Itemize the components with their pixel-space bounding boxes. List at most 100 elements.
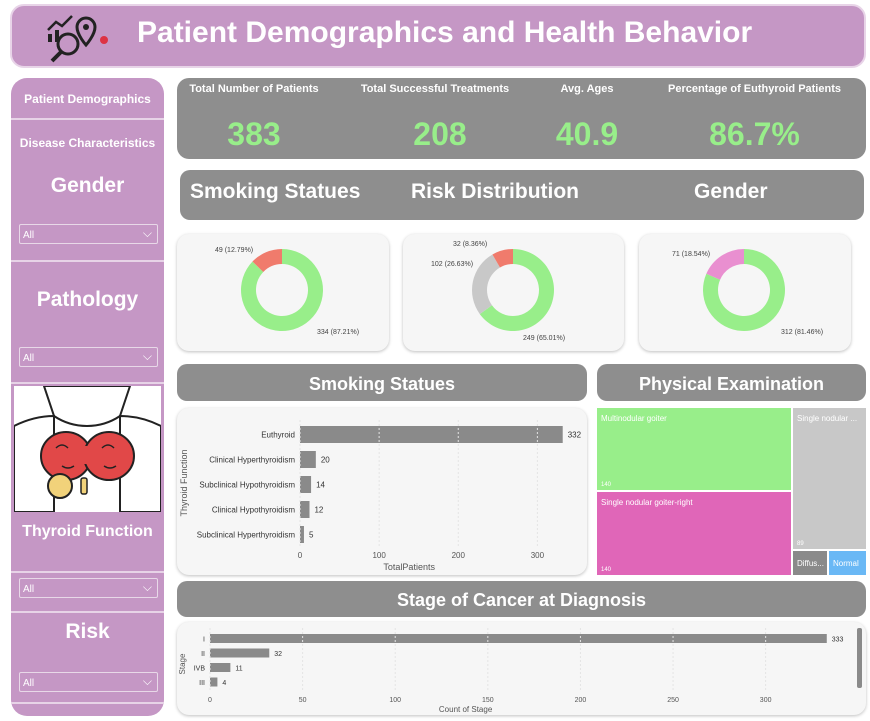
- x-axis-label: Count of Stage: [439, 705, 493, 714]
- gender-filter-label: Gender: [50, 174, 125, 197]
- donut-slice[interactable]: [703, 249, 785, 331]
- divider: [11, 611, 164, 613]
- donut-slice[interactable]: [252, 249, 282, 272]
- treemap-cell-value: 140: [601, 482, 612, 488]
- pathology-filter-label: Pathology: [36, 288, 139, 311]
- thyroid-function-filter-label: Thyroid Function: [22, 523, 153, 540]
- kpi-value-total-patients: 383: [227, 116, 281, 152]
- risk-filter-label: Risk: [65, 620, 110, 643]
- donut-slice[interactable]: [479, 249, 554, 331]
- kpi-label-total-patients: Total Number of Patients: [189, 83, 319, 95]
- donut-slice[interactable]: [492, 249, 513, 268]
- smoking-donut-card: 334 (87.21%) 49 (12.79%): [177, 234, 389, 351]
- thyroid-function-slicer[interactable]: All ⌵: [19, 578, 158, 598]
- bar[interactable]: [210, 648, 270, 658]
- x-tick-label: 100: [389, 697, 401, 704]
- donut-data-label: 249 (65.01%): [523, 335, 565, 342]
- kpi-label-successful-treatments: Total Successful Treatments: [360, 83, 510, 95]
- category-label: II: [201, 651, 205, 658]
- stage-bar-chart: I 333 II 32 IVB 11 III 4 0 50 100 150 200 250 300 Count…: [178, 628, 844, 714]
- kpi-value-successful-treatments: 208: [413, 116, 467, 152]
- pathology-slicer-value: All: [23, 353, 35, 364]
- nav-disease-characteristics[interactable]: Disease Characteristics: [19, 136, 156, 150]
- risk-donut-chart: 249 (65.01%) 102 (26.63%) 32 (8.36%): [431, 241, 565, 342]
- donut-data-label: 49 (12.79%): [215, 247, 253, 254]
- bar[interactable]: [210, 663, 231, 672]
- header-banner: Patient Demographics and Health Behavior: [10, 4, 866, 68]
- category-label: Clinical Hypothyroidism: [212, 506, 295, 515]
- bar-value-label: 4: [222, 680, 226, 687]
- donut-data-label: 71 (18.54%): [672, 251, 710, 258]
- x-axis-label: TotalPatients: [383, 562, 435, 572]
- treemap-cell-value: 140: [601, 567, 612, 573]
- donut-data-label: 334 (87.21%): [317, 329, 359, 336]
- bar-value-label: 20: [321, 456, 330, 465]
- donut-data-label: 32 (8.36%): [453, 241, 487, 248]
- bar-value-label: 14: [316, 481, 325, 490]
- treemap-cell[interactable]: [597, 408, 791, 490]
- divider: [11, 118, 164, 120]
- donut-slice[interactable]: [706, 249, 744, 280]
- risk-slicer[interactable]: All ⌵: [19, 672, 158, 692]
- chevron-down-icon: ⌵: [142, 580, 152, 594]
- treemap-svg: Multinodular goiter 140 Single nodular goi…: [597, 408, 866, 575]
- smoking-statues-title: Smoking Statues: [308, 374, 456, 394]
- gender-slicer[interactable]: All ⌵: [19, 224, 158, 244]
- x-tick-label: 250: [667, 697, 679, 704]
- bar[interactable]: [300, 451, 316, 468]
- sidebar: Patient Demographics Disease Characteris…: [11, 78, 164, 716]
- smoking-statues-title-bar: Smoking Statues: [177, 364, 587, 401]
- bar[interactable]: [300, 426, 563, 443]
- treemap-cell-value: 89: [797, 541, 804, 547]
- treemap-cell[interactable]: [829, 551, 866, 575]
- treemap-cell-label: Single nodular ...: [797, 414, 857, 423]
- treemap-cell[interactable]: [793, 551, 827, 575]
- page-title: Patient Demographics and Health Behavior: [137, 16, 753, 49]
- kpi-label-euthyroid-percentage: Percentage of Euthyroid Patients: [668, 83, 841, 95]
- stage-title: Stage of Cancer at Diagnosis: [396, 590, 647, 610]
- pathology-slicer[interactable]: All ⌵: [19, 347, 158, 367]
- x-tick-label: 0: [298, 551, 303, 560]
- kpi-label-avg-ages: Avg. Ages: [560, 83, 614, 95]
- x-tick-label: 200: [575, 697, 587, 704]
- category-label: Subclinical Hyperthyroidism: [197, 531, 296, 540]
- bar[interactable]: [300, 526, 304, 543]
- y-axis-label: Stage: [178, 653, 187, 674]
- donut-slice[interactable]: [241, 249, 323, 331]
- chevron-down-icon: ⌵: [142, 349, 152, 363]
- y-axis-label: Thyroid Function: [179, 449, 189, 516]
- chevron-down-icon: ⌵: [142, 226, 152, 240]
- donut-data-label: 312 (81.46%): [781, 329, 823, 336]
- stage-bar-card: I 333 II 32 IVB 11 III 4 0 50 100 150 200 250 300 Count…: [177, 622, 866, 715]
- bar[interactable]: [300, 501, 310, 518]
- chevron-down-icon: ⌵: [142, 674, 152, 688]
- bar[interactable]: [210, 634, 827, 643]
- gender-title: Gender: [694, 180, 768, 203]
- treemap-cell-label: Diffus...: [797, 559, 824, 568]
- treemap-cell[interactable]: [597, 492, 791, 575]
- bar-value-label: 11: [235, 666, 242, 673]
- bar[interactable]: [300, 476, 312, 493]
- x-tick-label: 100: [372, 551, 386, 560]
- thyroid-function-slicer-value: All: [23, 584, 35, 595]
- gender-donut-card: 312 (81.46%) 71 (18.54%): [639, 234, 851, 351]
- x-tick-label: 150: [482, 697, 494, 704]
- scrollbar[interactable]: [857, 628, 862, 688]
- bar-value-label: 332: [568, 431, 582, 440]
- x-tick-label: 0: [208, 697, 212, 704]
- risk-donut-card: 249 (65.01%) 102 (26.63%) 32 (8.36%): [403, 234, 624, 351]
- physical-exam-title: Physical Examination: [638, 374, 825, 394]
- thyroid-function-bar-chart: Euthyroid 332 Clinical Hyperthyroidism 20 Su…: [179, 420, 582, 572]
- donut-slice[interactable]: [472, 254, 500, 315]
- category-label: Subclinical Hypothyroidism: [199, 481, 295, 490]
- x-tick-label: 300: [760, 697, 772, 704]
- x-tick-label: 300: [531, 551, 545, 560]
- bar[interactable]: [210, 677, 218, 687]
- bar-value-label: 5: [309, 531, 314, 540]
- treemap-cell[interactable]: [793, 408, 866, 549]
- divider: [11, 260, 164, 262]
- x-tick-label: 200: [452, 551, 466, 560]
- bar-value-label: 12: [314, 506, 323, 515]
- nav-patient-demographics[interactable]: Patient Demographics: [24, 92, 151, 106]
- physical-exam-title-bar: Physical Examination: [597, 364, 866, 401]
